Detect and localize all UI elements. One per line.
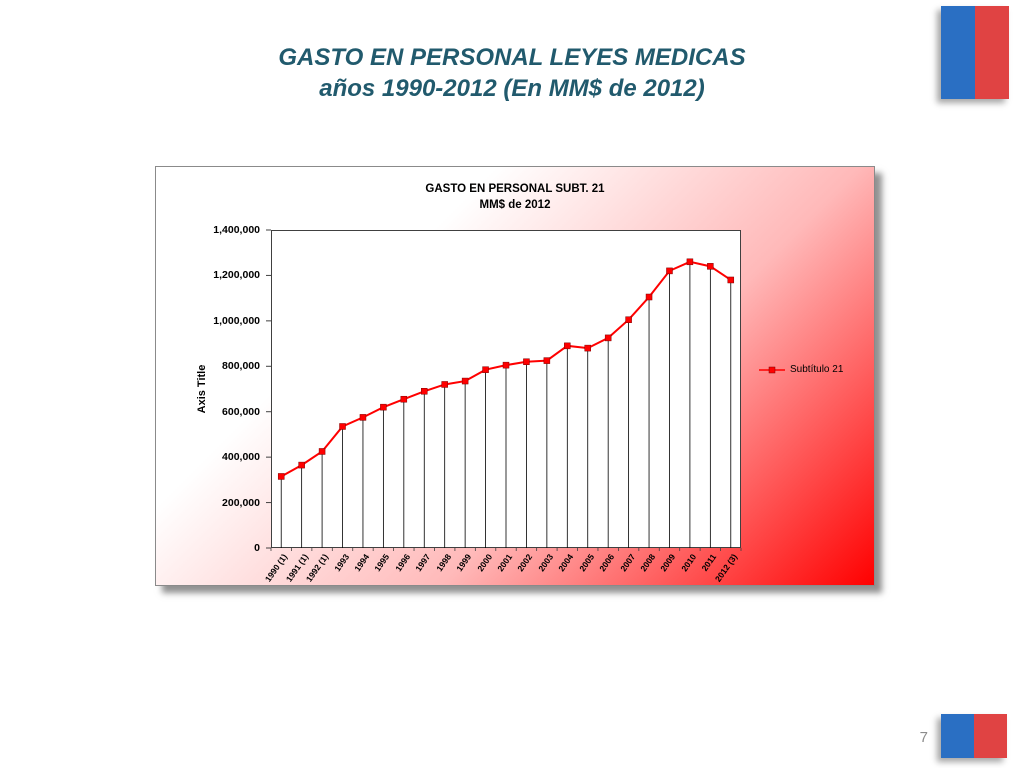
chart-title-line1: GASTO EN PERSONAL SUBT. 21 — [425, 183, 605, 195]
y-tick-label: 0 — [254, 542, 260, 554]
plot-area — [266, 229, 742, 551]
y-tick-label: 1,200,000 — [213, 269, 260, 282]
line-series-svg — [266, 229, 742, 551]
y-tick-label: 400,000 — [222, 451, 260, 464]
y-tick-label: 1,400,000 — [213, 224, 260, 236]
y-tick-label: 200,000 — [222, 496, 260, 509]
chart-title-line2: MM$ de 2012 — [479, 198, 551, 211]
flag-red-bar — [974, 714, 1007, 758]
flag-blue-bar — [941, 6, 975, 99]
chart-title: GASTO EN PERSONAL SUBT. 21 MM$ de 2012 — [156, 182, 874, 213]
flag-decoration-bottom — [941, 714, 1007, 758]
flag-red-bar — [975, 6, 1009, 99]
legend: Subtítulo 21 — [759, 364, 843, 375]
slide-title-line1: GASTO EN PERSONAL LEYES MEDICAS — [278, 44, 746, 71]
chart: GASTO EN PERSONAL SUBT. 21 MM$ de 2012 A… — [155, 166, 875, 586]
slide-title-line2: años 1990-2012 (En MM$ de 2012) — [319, 75, 705, 103]
y-tick-label: 800,000 — [222, 360, 260, 373]
legend-line-marker-icon — [759, 366, 785, 373]
page-number: 7 — [919, 729, 928, 746]
y-tick-label: 1,000,000 — [213, 314, 260, 327]
flag-blue-bar — [941, 714, 974, 758]
y-tick-label: 600,000 — [222, 405, 260, 418]
legend-label: Subtítulo 21 — [790, 364, 844, 375]
flag-decoration-top — [941, 6, 1009, 99]
slide-title: GASTO EN PERSONAL LEYES MEDICAS años 199… — [0, 42, 1024, 104]
